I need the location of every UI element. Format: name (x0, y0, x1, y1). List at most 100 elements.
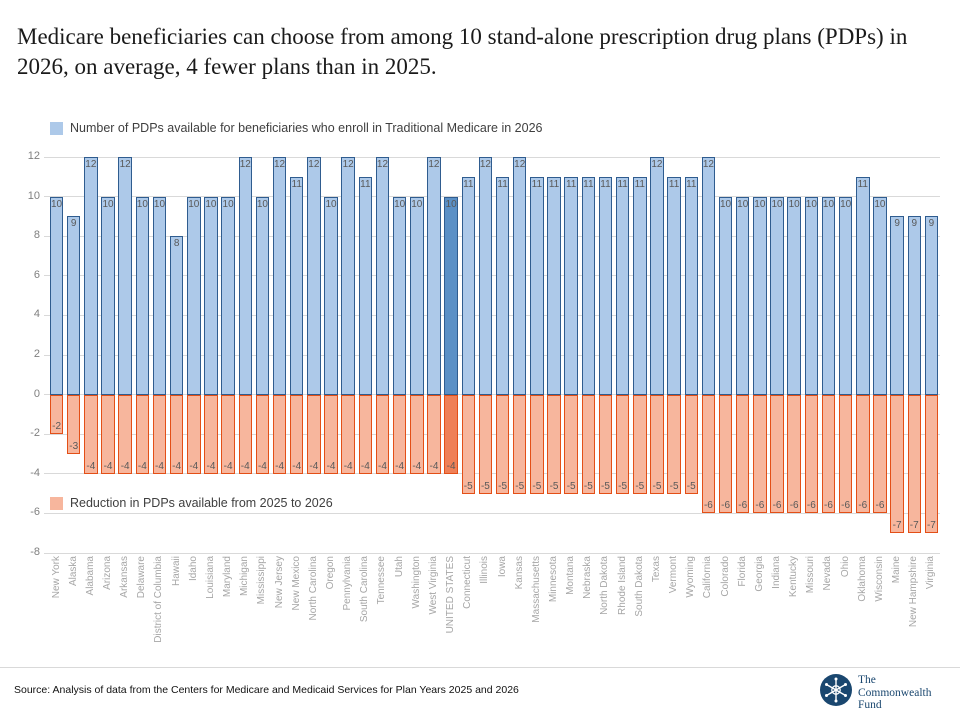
x-axis-label-text: Delaware (136, 556, 148, 599)
reduction-bar (547, 394, 561, 494)
x-axis-label-text: UNITED STATES (445, 556, 457, 634)
pdp-bar-value: 11 (857, 178, 868, 190)
x-axis-label: Connecticut (460, 556, 477, 676)
reduction-bar (427, 394, 441, 474)
x-axis-label-text: Indiana (771, 556, 783, 589)
pdp-bar-value: 10 (805, 198, 817, 210)
x-axis-label: Michigan (237, 556, 254, 676)
pdp-bar-value: 11 (565, 178, 577, 190)
x-axis-label: Arizona (99, 556, 116, 676)
y-tick-label: -8 (30, 546, 40, 558)
pdp-bar (324, 196, 338, 395)
reduction-bar (478, 394, 493, 494)
x-axis-label-text: New York (50, 556, 62, 599)
reduction-bar-value: -4 (275, 460, 285, 472)
x-axis-label-text: Connecticut (462, 556, 474, 609)
x-axis-label-text: Oregon (325, 556, 337, 590)
x-axis-label-text: Iowa (496, 556, 508, 578)
reduction-bar-value: -4 (189, 460, 199, 472)
pdp-bar-value: 10 (737, 198, 749, 210)
pdp-bar-value: 11 (291, 178, 302, 190)
x-axis-label-text: Wisconsin (873, 556, 885, 602)
pdp-bar (169, 236, 184, 395)
x-axis-label: Texas (648, 556, 665, 676)
x-axis-label-text: California (702, 556, 714, 599)
x-axis-label: Wyoming (683, 556, 700, 676)
pdp-bar-value: 8 (173, 238, 180, 250)
reduction-bar (718, 394, 733, 514)
pdp-bar-value: 9 (911, 218, 918, 230)
pdp-bar (564, 176, 578, 395)
reduction-bar-value: -6 (789, 500, 799, 512)
reduction-bar (375, 394, 390, 474)
pdp-bar-value: 12 (702, 159, 714, 170)
x-axis-label: Hawaii (168, 556, 185, 676)
reduction-bar (169, 394, 184, 474)
reduction-bar-value: -4 (240, 460, 250, 472)
pdp-bar-value: 9 (70, 218, 77, 230)
reduction-bar (667, 394, 681, 494)
reduction-bar-value: -4 (412, 460, 422, 472)
pdp-bar (770, 196, 784, 395)
reduction-bar-value: -4 (155, 460, 164, 472)
reduction-bar-value: -4 (223, 460, 233, 472)
pdp-bar (512, 157, 527, 395)
pdp-bar-value: 11 (583, 178, 594, 190)
reduction-bar (324, 394, 338, 474)
legend-reduction-label: Reduction in PDPs available from 2025 to… (70, 496, 333, 510)
reduction-bar (187, 394, 201, 474)
pdp-bar-value: 10 (188, 198, 200, 210)
x-axis-label: Utah (391, 556, 408, 676)
pdp-bar-value: 12 (376, 159, 389, 170)
reduction-bar-value: -7 (892, 520, 902, 532)
reduction-bar-value: -5 (652, 480, 662, 492)
x-axis-label: UNITED STATES (443, 556, 460, 676)
reduction-bar (101, 394, 115, 474)
x-axis-label: Rhode Island (614, 556, 631, 676)
reduction-bar-value: -6 (858, 500, 868, 512)
reduction-bar (221, 394, 235, 474)
x-axis-label: Missouri (803, 556, 820, 676)
x-axis-label-text: New Mexico (290, 556, 302, 611)
commonwealth-fund-logo: The Commonwealth Fund (820, 674, 931, 712)
y-tick-label: 4 (33, 308, 40, 321)
reduction-bar-value: -6 (703, 500, 713, 512)
pdp-bar-value: 10 (325, 198, 337, 210)
pdp-bar-value: 10 (102, 198, 114, 210)
x-axis-label-text: Maryland (222, 556, 234, 598)
reduction-bar-value: -6 (738, 500, 748, 512)
reduction-bar-value: -6 (841, 500, 851, 512)
pdp-bar-value: 10 (822, 198, 835, 210)
reduction-bar (392, 394, 407, 474)
x-axis-label: Florida (734, 556, 751, 676)
pdp-bar (684, 176, 699, 395)
pdp-bar-value: 9 (894, 218, 900, 230)
reduction-bar-value: -4 (343, 460, 353, 472)
pdp-bar-value: 12 (274, 159, 286, 170)
x-axis-label-text: Idaho (187, 556, 199, 582)
x-axis-label-text: Florida (736, 556, 748, 587)
x-axis-label-text: Minnesota (548, 556, 560, 603)
x-axis-label: Washington (408, 556, 425, 676)
reduction-bar-value: -4 (326, 460, 336, 472)
pdp-bar-value: 10 (394, 198, 406, 210)
reduction-bar-value: -5 (480, 480, 490, 492)
reduction-bar (152, 394, 167, 474)
reduction-bar-value: -5 (635, 480, 645, 492)
pdp-bar (598, 176, 613, 395)
x-axis-label: Oklahoma (854, 556, 871, 676)
x-axis-label: Idaho (185, 556, 202, 676)
x-axis-label: Montana (563, 556, 580, 676)
pdp-bar (718, 196, 733, 395)
x-axis-label-text: Maine (891, 556, 903, 584)
reduction-bar (787, 394, 801, 514)
reduction-bar-value: -5 (669, 480, 679, 492)
reduction-bar (804, 394, 819, 514)
reduction-bar-value: -6 (772, 500, 782, 512)
pdp-bar-value: 11 (617, 178, 628, 190)
reduction-bar-value: -3 (69, 441, 79, 452)
pdp-bar (907, 216, 922, 395)
reduction-bar-value: -4 (257, 460, 267, 472)
reduction-bar-value: -5 (463, 480, 473, 492)
